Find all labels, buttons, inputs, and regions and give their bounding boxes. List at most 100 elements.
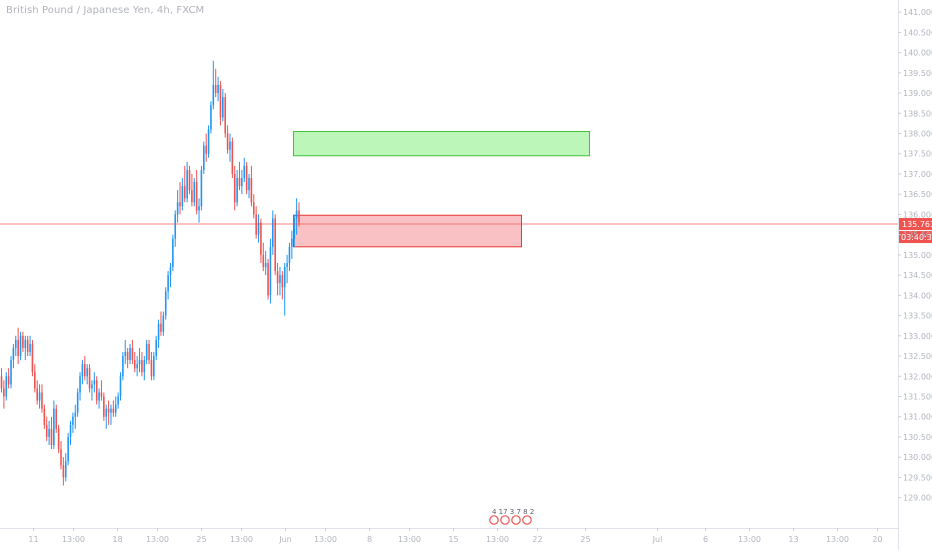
candle-body <box>293 218 296 239</box>
x-tick-label: 18 <box>112 535 122 544</box>
y-tick-label: 134.000 <box>903 291 932 300</box>
candle-body <box>174 214 177 239</box>
candle <box>122 352 124 381</box>
candle <box>153 352 155 381</box>
x-tick-label: 11 <box>28 535 38 544</box>
candle <box>14 335 17 357</box>
candle-body <box>43 408 46 425</box>
candle <box>167 271 169 300</box>
candle <box>255 206 257 239</box>
candle-body <box>210 105 212 130</box>
candle-body <box>295 210 298 219</box>
candle-body <box>26 339 29 352</box>
event-markers: 4 17 3 7 8 2 <box>489 508 534 525</box>
candle-body <box>117 396 119 405</box>
y-axis: 129.000 129.500 130.000 130.500 131.000 131.5… <box>898 0 932 550</box>
candle-body <box>150 360 153 377</box>
candle <box>241 169 243 195</box>
y-tick-label: 135.500 <box>903 231 932 240</box>
candle <box>133 352 136 373</box>
candle <box>57 424 60 454</box>
candle <box>105 404 108 429</box>
candle <box>160 311 162 336</box>
candle <box>19 331 22 361</box>
candle <box>260 218 262 263</box>
candle <box>112 400 115 417</box>
x-tick-label: 22 <box>532 535 542 544</box>
candle-body <box>24 339 27 348</box>
chart-title: British Pound / Japanese Yen, 4h, FXCM <box>6 5 205 16</box>
candle <box>293 214 296 247</box>
y-tick-label: 137.000 <box>903 170 932 179</box>
candle-body <box>157 323 160 340</box>
candle <box>191 173 193 207</box>
candle-body <box>241 178 243 187</box>
candle <box>107 400 110 425</box>
candle <box>272 210 274 255</box>
candle-body <box>252 202 255 215</box>
candle-body <box>217 84 219 94</box>
candle <box>195 169 198 215</box>
candle-body <box>19 335 22 357</box>
candle-body <box>276 271 279 284</box>
candle-body <box>14 339 17 348</box>
candle-body <box>214 84 217 94</box>
y-tick-label: 129.500 <box>903 473 932 482</box>
support-zone <box>293 214 522 248</box>
candle <box>88 364 91 393</box>
event-marker-icon <box>522 515 532 525</box>
candle-body <box>62 465 65 478</box>
candle <box>157 319 160 348</box>
candle <box>34 364 36 393</box>
candle <box>222 89 224 122</box>
candle <box>29 335 31 357</box>
y-tick-label: 141.000 <box>903 8 932 17</box>
candle-body <box>69 424 72 437</box>
event-marker-label: 4 17 3 7 8 2 <box>492 508 534 516</box>
candle <box>181 178 184 211</box>
candle <box>183 165 186 203</box>
candle-body <box>76 392 79 413</box>
candle <box>138 347 141 373</box>
y-tick-label: 140.000 <box>903 49 932 58</box>
candle-body <box>164 291 167 316</box>
candle-body <box>29 343 31 352</box>
candle <box>129 343 131 365</box>
x-tick-label: 13:00 <box>146 535 169 544</box>
x-tick-label: 13:00 <box>62 535 85 544</box>
candle <box>231 137 234 179</box>
candle-body <box>222 97 224 118</box>
candle <box>24 335 27 361</box>
candle-body <box>236 178 238 203</box>
x-tick-label: 13:00 <box>230 535 253 544</box>
candle-body <box>93 380 96 385</box>
candle <box>93 372 96 393</box>
candle-body <box>124 352 127 357</box>
candle-body <box>141 360 143 373</box>
candle <box>238 161 241 191</box>
candle-body <box>160 323 162 332</box>
candle-body <box>207 129 210 154</box>
candle <box>279 267 281 296</box>
candle-body <box>291 238 293 247</box>
candle <box>214 68 217 98</box>
price-line: 135.763 03:40:36 <box>0 218 932 244</box>
candle-body <box>200 169 203 207</box>
candle-body <box>167 275 169 292</box>
candle-body <box>45 424 48 437</box>
candle <box>26 335 29 357</box>
candle <box>288 242 291 272</box>
candle <box>86 364 88 385</box>
candle <box>155 335 157 361</box>
candle-body <box>72 416 74 425</box>
candle-body <box>281 275 284 288</box>
candle-body <box>131 347 134 361</box>
candle-body <box>138 360 141 365</box>
event-marker-icon <box>489 515 499 525</box>
candle <box>45 416 48 442</box>
candle <box>298 202 300 227</box>
candle-body <box>107 408 110 413</box>
candle-body <box>31 343 34 373</box>
